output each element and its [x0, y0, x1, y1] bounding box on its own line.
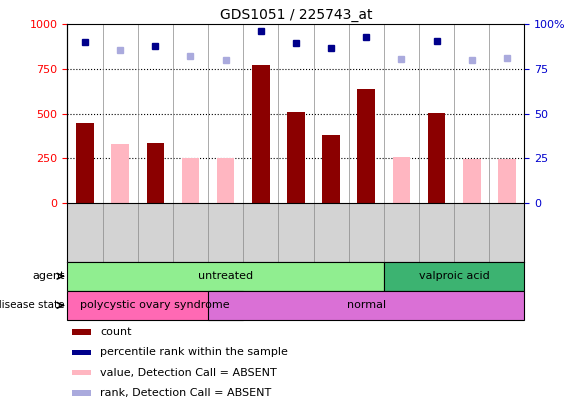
Bar: [72, 329, 91, 335]
Bar: [322, 135, 340, 203]
Bar: [67, 262, 384, 291]
Bar: [208, 291, 524, 320]
Bar: [498, 159, 516, 203]
Bar: [67, 291, 243, 320]
Text: disease state: disease state: [0, 301, 64, 310]
Bar: [393, 158, 410, 203]
Bar: [287, 112, 305, 203]
Bar: [76, 123, 94, 203]
Bar: [182, 158, 199, 203]
Text: polycystic ovary syndrome: polycystic ovary syndrome: [80, 301, 230, 310]
Text: untreated: untreated: [198, 271, 253, 281]
Text: normal: normal: [347, 301, 386, 310]
Bar: [428, 113, 445, 203]
Text: value, Detection Call = ABSENT: value, Detection Call = ABSENT: [100, 368, 277, 377]
Text: rank, Detection Call = ABSENT: rank, Detection Call = ABSENT: [100, 388, 271, 398]
Bar: [463, 159, 481, 203]
Text: agent: agent: [32, 271, 64, 281]
Text: count: count: [100, 327, 132, 337]
Title: GDS1051 / 225743_at: GDS1051 / 225743_at: [220, 8, 372, 22]
Bar: [252, 65, 270, 203]
Bar: [384, 262, 524, 291]
Text: percentile rank within the sample: percentile rank within the sample: [100, 347, 288, 357]
Bar: [357, 89, 375, 203]
Bar: [72, 390, 91, 396]
Bar: [72, 370, 91, 375]
Text: valproic acid: valproic acid: [419, 271, 489, 281]
Bar: [217, 158, 234, 203]
Bar: [111, 144, 129, 203]
Bar: [72, 350, 91, 355]
Bar: [146, 143, 164, 203]
